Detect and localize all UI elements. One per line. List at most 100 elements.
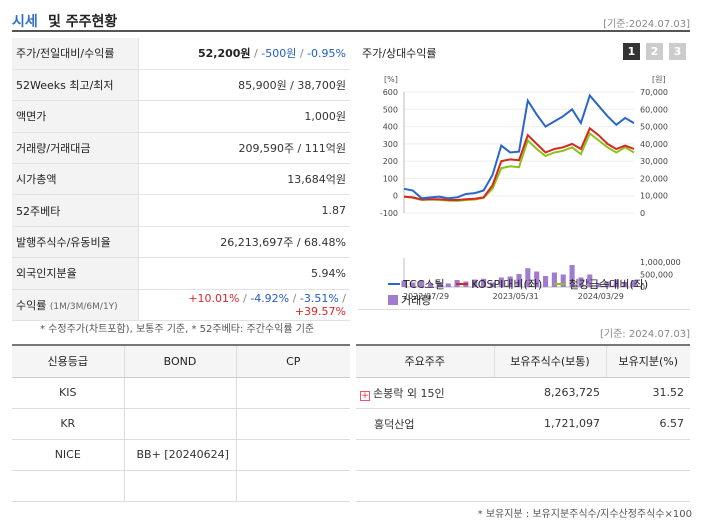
- volume-bar: [551, 272, 557, 287]
- quote-label: 수익률 (1M/3M/6M/1Y): [12, 289, 139, 322]
- x-tick-label: 2024/03/29: [578, 292, 624, 301]
- quote-row: 52Weeks 최고/최저 85,900원 / 38,700원: [12, 69, 350, 102]
- quote-label: 발행주식수/유동비율: [12, 226, 139, 259]
- section-header: 시세 및 주주현황 [기준:2024.07.03]: [12, 10, 690, 32]
- volume-bar: [587, 274, 593, 287]
- y-left-tick-label: 200: [383, 157, 398, 166]
- volume-bar: [578, 277, 584, 287]
- column-header: 보유주식수(보통): [494, 344, 607, 378]
- volume-bar: [427, 283, 434, 287]
- quote-value: 85,900원 / 38,700원: [138, 69, 350, 102]
- volume-bar: [436, 282, 442, 287]
- table-row: [356, 470, 690, 502]
- legend-item: TCC스틸: [388, 276, 445, 292]
- y-right-tick-label: 10,000: [640, 192, 668, 201]
- volume-bar: [516, 274, 522, 287]
- quote-label: 시가총액: [12, 163, 139, 196]
- legend-bar-icon: [388, 295, 398, 305]
- y-right-tick-label: 0: [640, 209, 645, 218]
- table-row: NICE BB+ [20240624]: [12, 439, 350, 471]
- quote-row: 거래량/거래대금 209,590주 / 111억원: [12, 132, 350, 165]
- credit-rating-table: 신용등급 BOND CP KIS KR NICE BB+ [20240624]: [12, 344, 350, 502]
- quote-row: 외국인지분율 5.94%: [12, 257, 350, 290]
- quote-value: 209,590주 / 111억원: [138, 132, 350, 165]
- holder-name: + 손봉락 외 15인: [356, 377, 494, 409]
- holder-name: 홍덕산업: [356, 408, 494, 440]
- y-left-tick-label: 500: [383, 105, 398, 114]
- y-right-unit: [원]: [652, 75, 666, 84]
- volume-bar: [525, 268, 531, 287]
- table-row: [12, 470, 350, 502]
- quote-label: 52주베타: [12, 194, 139, 227]
- x-tick-label: 2022/07/29: [403, 292, 449, 301]
- quote-label: 액면가: [12, 100, 139, 133]
- holder-shares: 1,721,097: [494, 408, 606, 440]
- price-chart: [%] [원] 600 500 400 300 200 100 0 -100 70,000 60,00…: [380, 75, 681, 301]
- table-row: KIS: [12, 377, 350, 409]
- table-row: 홍덕산업 1,721,097 6.57: [356, 408, 690, 440]
- current-price: 52,200원: [197, 47, 251, 61]
- legend-item: 철강금속대비(좌): [553, 276, 648, 292]
- volume-bar: [419, 280, 425, 287]
- volume-bar: [622, 282, 628, 287]
- major-holders-table: 주요주주 보유주식수(보통) 보유지분(%) + 손봉락 외 15인 8,263,…: [356, 344, 690, 502]
- quote-row: 액면가 1,000원: [12, 100, 350, 133]
- legend-line-icon: [388, 283, 400, 285]
- quote-value: 5.94%: [138, 257, 350, 290]
- chart-tab-1[interactable]: 1: [623, 43, 640, 60]
- table-row: [356, 439, 690, 471]
- volume-bar: [489, 282, 496, 287]
- quote-value: 1.87: [138, 194, 350, 227]
- column-header: CP: [236, 344, 350, 378]
- holders-note: * 보유지분 : 보유지분주식수/지수산정주식수×100: [477, 509, 692, 520]
- y-right-tick-label: 20,000: [640, 174, 668, 183]
- volume-bar: [507, 276, 513, 287]
- table-row: + 손봉락 외 15인 8,263,725 31.52: [356, 377, 690, 409]
- y-left-tick-label: -100: [380, 209, 398, 218]
- y-right-tick-label: 50,000: [640, 123, 668, 132]
- quote-row: 수익률 (1M/3M/6M/1Y) +10.01% / -4.92% / -3.…: [12, 289, 350, 322]
- quote-row: 52주베타 1.87: [12, 194, 350, 227]
- section-title-blue: 시세: [12, 14, 38, 30]
- y-right-tick-label: 30,000: [640, 157, 668, 166]
- volume-bar: [560, 274, 566, 287]
- volume-tick-label: 1,000,000: [640, 258, 681, 267]
- table-header-row: 주요주주 보유주식수(보통) 보유지분(%): [356, 344, 690, 378]
- legend-item: 거래량: [388, 292, 431, 308]
- chart-legend: TCC스틸 KOSPI대비(좌) 철강금속대비(좌) 거래량: [388, 276, 656, 308]
- series-line: [403, 93, 635, 200]
- volume-bar: [534, 271, 540, 287]
- price-change-pct: -0.95%: [307, 47, 346, 61]
- expand-icon[interactable]: +: [360, 390, 370, 401]
- chart-tab-3[interactable]: 3: [669, 43, 686, 60]
- quote-label: 거래량/거래대금: [12, 132, 139, 165]
- quote-value: 26,213,697주 / 68.48%: [138, 226, 350, 259]
- return-values: +10.01% / -4.92% / -3.51% / +39.57%: [138, 289, 350, 322]
- base-date: [기준:2024.07.03]: [603, 19, 690, 30]
- y-right-tick-label: 60,000: [640, 105, 668, 114]
- quote-label: 52Weeks 최고/최저: [12, 69, 139, 102]
- legend-line-icon: [456, 283, 469, 285]
- holder-pct: 31.52: [606, 377, 690, 409]
- chart-tab-2[interactable]: 2: [646, 43, 663, 60]
- volume-bar: [542, 276, 549, 287]
- price-change: -500원: [261, 47, 297, 61]
- holders-base-date: [기준: 2024.07.03]: [599, 329, 690, 340]
- legend-line-icon: [553, 283, 566, 285]
- y-right-tick-label: 70,000: [640, 88, 668, 97]
- volume-bar: [445, 283, 451, 287]
- column-header: 보유지분(%): [606, 344, 690, 378]
- holder-pct: 6.57: [606, 408, 690, 440]
- quote-value: 13,684억원: [138, 163, 350, 196]
- y-left-tick-label: 400: [383, 123, 398, 132]
- volume-bar: [604, 281, 611, 287]
- quote-value: 1,000원: [138, 100, 350, 133]
- volume-bar: [410, 282, 416, 287]
- column-header: 신용등급: [12, 344, 125, 378]
- x-tick-label: 2023/05/31: [493, 292, 539, 301]
- y-left-tick-label: 100: [383, 174, 398, 183]
- chart-title: 주가/상대수익률: [362, 47, 437, 60]
- volume-tick-label: 500,000: [640, 271, 673, 280]
